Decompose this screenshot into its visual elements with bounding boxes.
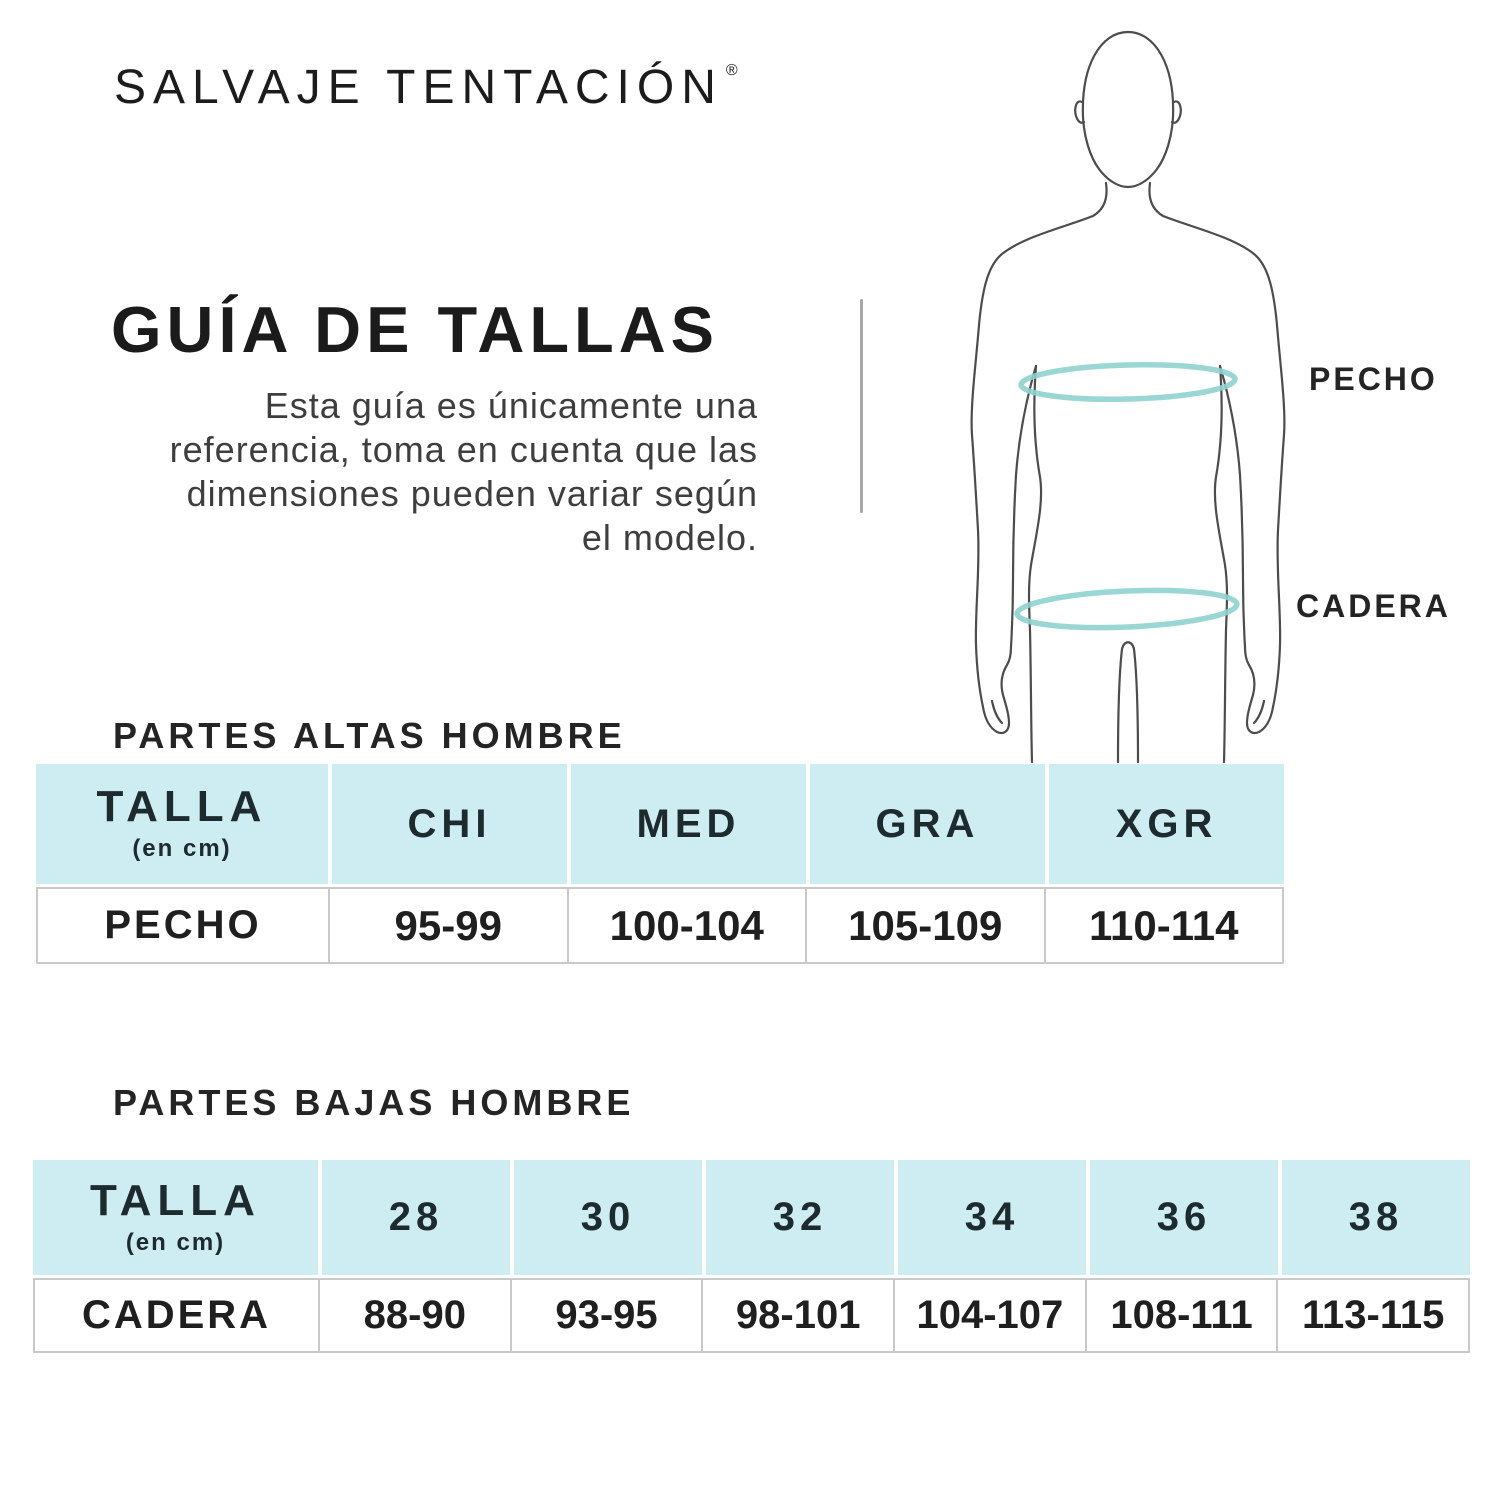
figure-left-arm-outline: [970, 181, 1108, 709]
brand-logo: SALVAJE TENTACIÓN ®: [114, 60, 738, 115]
intro-line: dimensiones pueden variar según: [186, 473, 758, 514]
column-header: 38: [1282, 1160, 1470, 1275]
column-header: XGR: [1049, 764, 1284, 884]
value-cell: 100-104: [566, 887, 807, 964]
male-figure-illustration: [970, 30, 1286, 764]
value-cell: 93-95: [509, 1278, 704, 1353]
column-header-label: CHI: [407, 801, 492, 846]
size-table-bottoms: TALLA (en cm) 28 30 32 34 36 38 CADERA 8…: [33, 1160, 1471, 1353]
figure-right-torso-leg: [1213, 364, 1229, 764]
figure-right-hand: [1243, 645, 1275, 735]
figure-right-hand-finger-line: [1252, 699, 1266, 725]
figure-right-ear: [1170, 100, 1182, 124]
brand-name: SALVAJE TENTACIÓN: [114, 61, 723, 114]
hip-label: CADERA: [1296, 588, 1451, 624]
size-header-cell: TALLA (en cm): [36, 764, 328, 884]
value-cell: 108-111: [1084, 1278, 1279, 1353]
chest-label: PECHO: [1309, 361, 1438, 397]
table-header-row: TALLA (en cm) CHI MED GRA XGR: [36, 764, 1284, 884]
column-header: CHI: [332, 764, 567, 884]
value-cell: 105-109: [805, 887, 1046, 964]
column-header-label: 38: [1348, 1195, 1404, 1239]
value-cell: 98-101: [701, 1278, 896, 1353]
size-header-unit: (en cm): [125, 1228, 226, 1256]
value-cell: 113-115: [1276, 1278, 1471, 1353]
measurement-row: CADERA 88-90 93-95 98-101 104-107 108-11…: [33, 1278, 1471, 1353]
figure-right-inner-arm: [1218, 364, 1247, 649]
column-header: 36: [1090, 1160, 1278, 1275]
column-header: GRA: [810, 764, 1045, 884]
column-header-label: 32: [772, 1195, 828, 1239]
column-header-label: 34: [964, 1195, 1020, 1239]
size-header-unit: (en cm): [132, 835, 232, 862]
column-header: 28: [322, 1160, 510, 1275]
value-cell: 88-90: [318, 1278, 512, 1353]
figure-left-torso-leg: [1027, 364, 1043, 764]
column-header-label: 30: [580, 1195, 636, 1239]
figure-inseam-line: [1116, 641, 1140, 764]
size-header-label: TALLA: [90, 1175, 261, 1225]
value-cell: 110-114: [1043, 887, 1284, 964]
page-title: GUÍA DE TALLAS: [111, 293, 720, 366]
size-header-cell: TALLA (en cm): [33, 1160, 318, 1275]
column-header-label: XGR: [1115, 801, 1218, 846]
row-label: CADERA: [33, 1278, 320, 1353]
column-header: 34: [898, 1160, 1086, 1275]
chest-measure-ellipse: [1018, 362, 1238, 402]
column-header-label: GRA: [875, 801, 980, 846]
value-cell: 104-107: [893, 1278, 1087, 1353]
row-label: PECHO: [36, 887, 330, 964]
size-table-tops: TALLA (en cm) CHI MED GRA XGR PECHO 95-9…: [36, 764, 1284, 964]
section-title-tops: PARTES ALTAS HOMBRE: [113, 715, 626, 756]
hip-measure-ellipse: [1014, 587, 1240, 631]
intro-line: Esta guía es únicamente una: [264, 385, 758, 426]
figure-head: [1081, 30, 1175, 189]
intro-line: el modelo.: [581, 517, 758, 558]
size-header-label: TALLA: [96, 782, 268, 831]
column-header: 32: [706, 1160, 894, 1275]
vertical-divider: [860, 299, 863, 513]
section-title-bottoms: PARTES BAJAS HOMBRE: [113, 1082, 635, 1123]
figure-left-hand: [981, 645, 1013, 735]
figure-left-hand-finger-line: [990, 699, 1004, 725]
column-header: 30: [514, 1160, 702, 1275]
figure-left-inner-arm: [1009, 364, 1038, 649]
intro-paragraph: Esta guía es únicamente una referencia, …: [58, 384, 758, 560]
intro-line: referencia, toma en cuenta que las: [169, 429, 758, 470]
figure-left-ear: [1074, 100, 1086, 124]
column-header-label: 28: [388, 1195, 444, 1239]
column-header-label: 36: [1156, 1195, 1212, 1239]
table-header-row: TALLA (en cm) 28 30 32 34 36 38: [33, 1160, 1470, 1275]
column-header: MED: [571, 764, 806, 884]
measurement-row: PECHO 95-99 100-104 105-109 110-114: [36, 887, 1284, 964]
column-header-label: MED: [636, 801, 741, 846]
figure-right-arm-outline: [1148, 181, 1286, 709]
value-cell: 95-99: [328, 887, 569, 964]
registered-trademark-symbol: ®: [725, 62, 738, 79]
